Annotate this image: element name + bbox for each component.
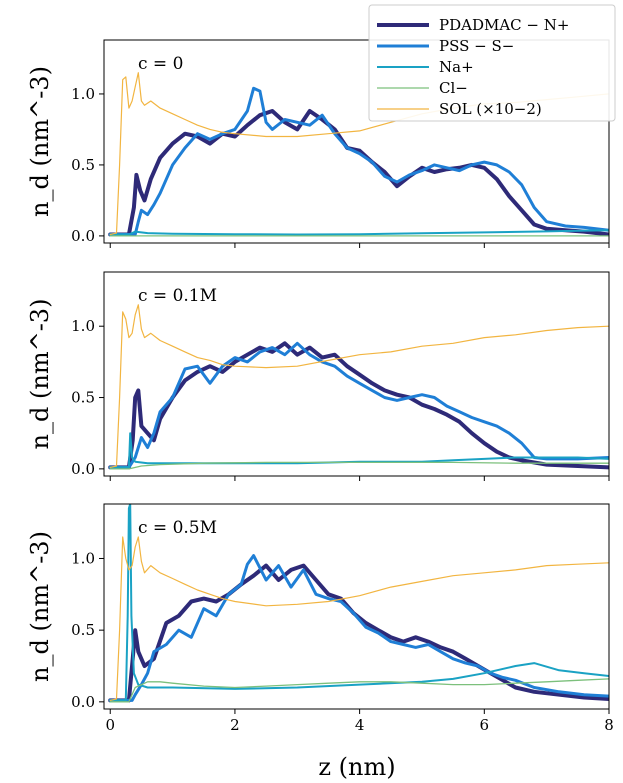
series-line (108, 109, 609, 237)
legend-label: SOL (×10−2) (439, 100, 542, 118)
panel-2: 0.0 0.5 1.0 n_d (nm^-3) c = 0.1M (26, 271, 610, 481)
series-line (108, 86, 609, 236)
panel-frame (103, 271, 610, 477)
y-tick-label: 1.0 (71, 317, 95, 335)
series-line (109, 504, 609, 702)
series-line (109, 432, 609, 469)
y-axis-label: n_d (nm^-3) (26, 531, 54, 682)
y-tick-label: 0.5 (71, 156, 95, 174)
panel-annotation: c = 0.5M (138, 518, 217, 538)
series-line (109, 678, 609, 703)
panels-group: 0.0 0.5 1.0 n_d (nm^-3) c = 0 0.0 0.5 1.0 n_d (n… (26, 39, 614, 734)
x-axis-label: z (nm) (318, 753, 395, 781)
x-tick-label: 0 (105, 716, 115, 734)
series-line (109, 229, 609, 236)
x-tick-label: 6 (480, 716, 490, 734)
series-group (108, 304, 609, 470)
panel-annotation: c = 0.1M (138, 286, 217, 306)
y-tick-label: 1.0 (71, 549, 95, 567)
legend-box (368, 4, 616, 122)
series-group (108, 504, 609, 703)
series-line (109, 304, 609, 468)
y-tick-label: 1.0 (71, 85, 95, 103)
panel-3: 0.0 0.5 1.0 0 2 4 6 8 n_d (nm^-3) c = 0.5M (26, 503, 614, 734)
y-axis-label: n_d (nm^-3) (26, 66, 54, 217)
x-tick-label: 8 (604, 716, 614, 734)
y-tick-label: 0.0 (71, 693, 95, 711)
x-axis-label-group: z (nm) (318, 753, 395, 781)
legend-label: PSS − S− (439, 37, 514, 55)
y-tick-label: 0.5 (71, 389, 95, 407)
panel-frame (103, 39, 610, 244)
series-line (109, 536, 609, 701)
series-line (108, 554, 609, 702)
panel-annotation: c = 0 (138, 54, 183, 74)
y-tick-label: 0.5 (71, 621, 95, 639)
x-tick-label: 4 (355, 716, 365, 734)
panel-frame (103, 503, 610, 710)
legend-label: Cl− (439, 79, 468, 97)
legend-label: Na+ (439, 58, 474, 76)
x-tick-label: 2 (230, 716, 240, 734)
y-tick-label: 0.0 (71, 460, 95, 478)
legend: PDADMAC − N+ PSS − S− Na+ Cl− SOL (×10−2) (368, 4, 616, 122)
y-tick-label: 0.0 (71, 227, 95, 245)
series-line (108, 341, 609, 469)
series-line (109, 461, 609, 470)
series-line (108, 341, 609, 470)
series-group (108, 72, 609, 237)
panel-1: 0.0 0.5 1.0 n_d (nm^-3) c = 0 (26, 39, 610, 248)
y-axis-label: n_d (nm^-3) (26, 299, 54, 450)
legend-label: PDADMAC − N+ (439, 16, 569, 34)
